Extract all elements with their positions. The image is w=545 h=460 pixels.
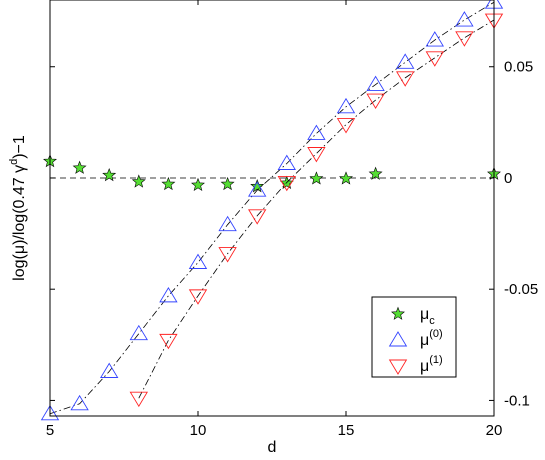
series-0-point <box>191 177 205 192</box>
legend-marker-0 <box>391 306 405 320</box>
series-1-point <box>70 394 89 411</box>
series-0-point <box>102 167 117 182</box>
series-1-point <box>218 215 237 232</box>
x-tick-label: 5 <box>46 422 54 439</box>
series-0-point <box>72 160 87 174</box>
series-1 <box>40 0 504 421</box>
x-axis: 5 10 15 20 <box>46 0 503 439</box>
x-tick-label: 20 <box>486 422 503 439</box>
legend-entry-1: μ(0) <box>388 328 443 349</box>
series-2-point <box>159 333 178 350</box>
legend-items: μcμ(0)μ(1) <box>388 306 443 375</box>
legend: μcμ(0)μ(1) <box>371 296 457 378</box>
series-0-point <box>161 176 176 191</box>
series-2-point <box>129 391 148 408</box>
series-2-point <box>455 31 474 47</box>
y-tick-label: -0.05 <box>504 281 538 298</box>
series-1-point <box>307 124 326 140</box>
series-2-point <box>248 209 267 225</box>
x-tick-label: 15 <box>338 422 355 439</box>
series-1-point <box>396 53 415 69</box>
series-1-point <box>40 404 60 421</box>
x-axis-label: d <box>268 439 277 456</box>
series-0-point <box>220 176 235 191</box>
series-0-point <box>309 171 324 185</box>
series-2-line <box>138 19 495 399</box>
legend-label-sup: (1) <box>429 354 442 366</box>
y-tick-label: 0 <box>504 170 512 187</box>
y-axis: -0.1 -0.05 0 0.05 <box>50 59 538 409</box>
legend-entry-2: μ(1) <box>388 354 443 375</box>
series-1-point <box>159 286 178 303</box>
series-0-point <box>131 174 146 188</box>
series-2-point <box>425 51 444 67</box>
legend-label-1: μ(0) <box>420 328 443 349</box>
legend-label-base: μ <box>420 358 429 375</box>
y-tick-label: 0.05 <box>504 59 533 76</box>
series-0-point <box>250 179 265 193</box>
series-1-point <box>455 11 474 27</box>
legend-label-sub: c <box>429 315 435 327</box>
series-1-point <box>248 181 267 197</box>
series-2-point <box>307 147 326 163</box>
series-1-line <box>49 1 495 415</box>
legend-entry-0: μc <box>391 306 435 327</box>
series-2-point <box>396 71 415 87</box>
y-axis-label: log(μ)/log(0.47 γd)−1 <box>8 135 28 281</box>
series-1-point <box>425 31 444 47</box>
y-tick-label: -0.1 <box>504 392 530 409</box>
legend-marker-2 <box>388 359 408 375</box>
legend-marker-1 <box>388 331 408 347</box>
series-1-point <box>336 97 356 114</box>
series-2-point <box>366 93 385 109</box>
y-axis-label-base: log(μ)/log(0.47 γ <box>11 165 28 281</box>
series-1-point <box>277 154 296 170</box>
series-1-point <box>129 324 148 341</box>
series-1-point <box>366 75 385 91</box>
legend-box <box>371 296 457 378</box>
series-2 <box>129 13 504 408</box>
y-axis-label-sup: d <box>8 159 20 165</box>
legend-label-base: μ <box>420 306 429 323</box>
series-layer <box>40 0 504 421</box>
series-1-point <box>100 362 119 378</box>
legend-label-base: μ <box>420 332 429 349</box>
series-1-point <box>188 253 208 269</box>
legend-label-0: μc <box>420 306 435 327</box>
series-2-point <box>188 289 208 305</box>
x-tick-label: 10 <box>190 422 207 439</box>
legend-label-2: μ(1) <box>420 354 443 375</box>
series-0-point <box>339 171 353 185</box>
series-2-point <box>277 175 296 192</box>
y-axis-label-tail: )−1 <box>11 135 28 159</box>
series-2-point <box>218 247 237 263</box>
series-0-point <box>368 166 383 180</box>
series-2-point <box>336 118 356 134</box>
legend-label-sup: (0) <box>429 328 442 340</box>
plot-frame <box>49 0 495 417</box>
